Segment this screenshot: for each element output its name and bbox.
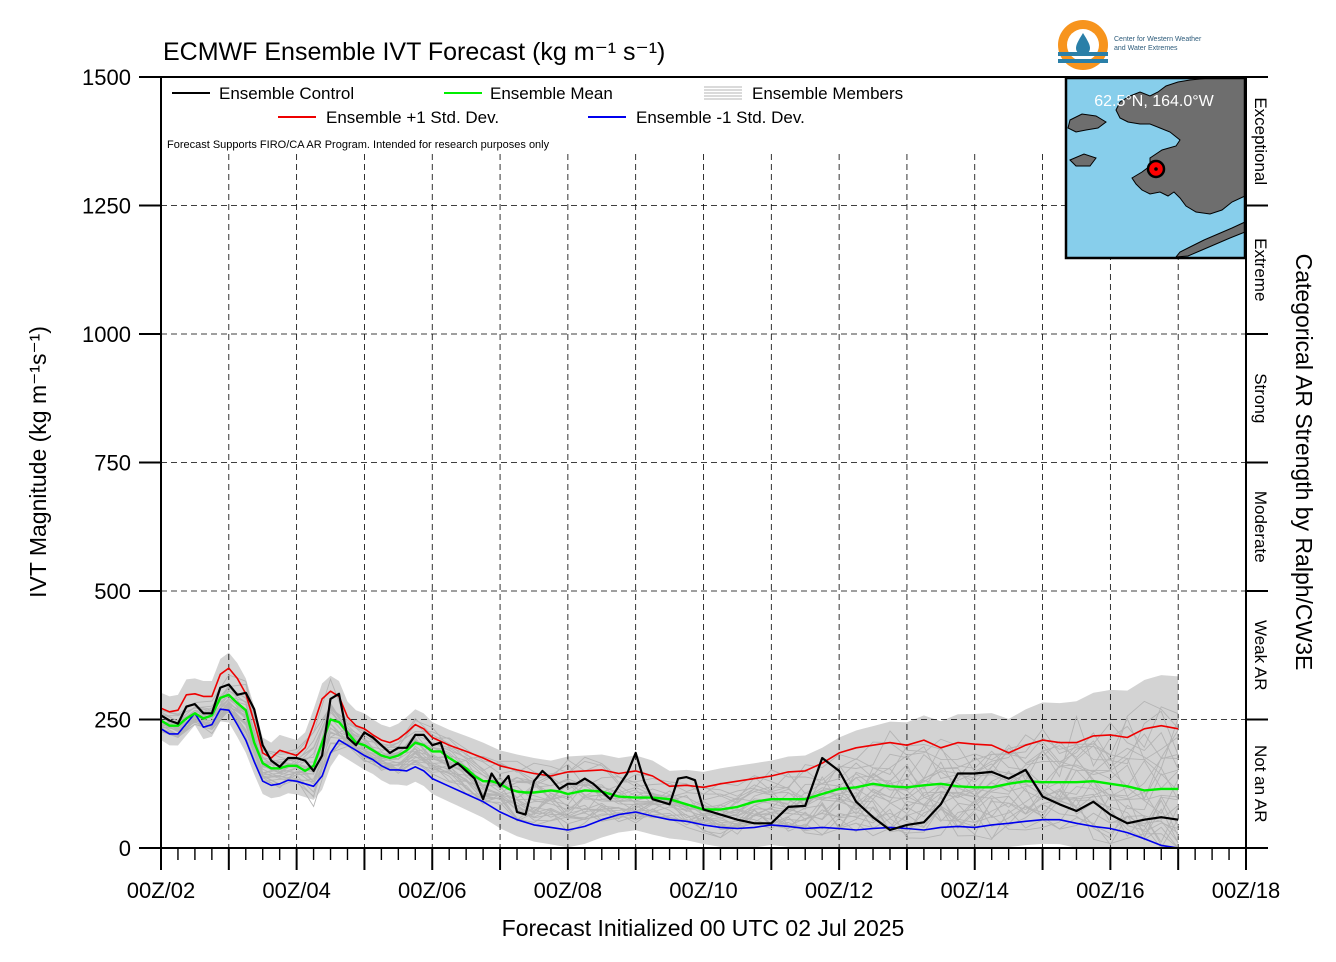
y-tick-label-1500: 1500 bbox=[82, 65, 131, 90]
legend-label-minus-sd: Ensemble -1 Std. Dev. bbox=[636, 108, 805, 127]
logo-wave-2 bbox=[1058, 59, 1108, 63]
x-tick-label-0: 00Z/02 bbox=[127, 878, 196, 903]
series-lines bbox=[160, 667, 1179, 849]
logo-text-line-2: and Water Extremes bbox=[1114, 45, 1178, 52]
member-line-24 bbox=[160, 703, 1179, 827]
map-land bbox=[1115, 77, 1246, 215]
y-tick-label-750: 750 bbox=[94, 451, 131, 476]
ar-category-0: Not an AR bbox=[1251, 745, 1270, 823]
disclaimer-note: Forecast Supports FIRO/CA AR Program. In… bbox=[167, 139, 550, 151]
x-tick-label-7: 00Z/16 bbox=[1076, 878, 1145, 903]
x-tick-label-5: 00Z/12 bbox=[805, 878, 874, 903]
gridlines bbox=[161, 154, 1246, 848]
ar-category-labels: Not an AR Weak AR Moderate Strong Extreme Exc… bbox=[1251, 97, 1270, 822]
legend-label-plus-sd: Ensemble +1 Std. Dev. bbox=[326, 108, 499, 127]
ar-category-3: Strong bbox=[1251, 373, 1270, 423]
y-tick-label-500: 500 bbox=[94, 579, 131, 604]
chart-title: ECMWF Ensemble IVT Forecast (kg m⁻¹ s⁻¹) bbox=[163, 38, 665, 66]
location-marker-center bbox=[1154, 167, 1158, 171]
member-line-17 bbox=[160, 674, 1179, 797]
x-tick-label-6: 00Z/14 bbox=[941, 878, 1010, 903]
map-peninsula bbox=[1067, 113, 1107, 133]
y-tick-label-250: 250 bbox=[94, 708, 131, 733]
right-axis-label: Categorical AR Strength by Ralph/CW3E bbox=[1291, 254, 1317, 671]
member-line-10 bbox=[160, 707, 1179, 843]
legend-label-control: Ensemble Control bbox=[219, 84, 354, 103]
member-line-22 bbox=[160, 708, 1179, 844]
water-drop-icon bbox=[1076, 33, 1090, 55]
ar-category-1: Weak AR bbox=[1251, 620, 1270, 691]
x-tick-label-8: 00Z/18 bbox=[1212, 878, 1281, 903]
x-tick-label-2: 00Z/06 bbox=[398, 878, 467, 903]
x-axis-label: Forecast Initialized 00 UTC 02 Jul 2025 bbox=[502, 915, 905, 941]
ensemble-spread-band bbox=[161, 652, 1179, 848]
member-line-19 bbox=[160, 706, 1179, 821]
y-axis-label: IVT Magnitude (kg m⁻¹s⁻¹) bbox=[25, 326, 51, 598]
map-island bbox=[1069, 153, 1097, 167]
y-tick-labels: 0 250 500 750 1000 1250 1500 bbox=[82, 65, 131, 861]
y-tick-label-1000: 1000 bbox=[82, 322, 131, 347]
x-tick-label-1: 00Z/04 bbox=[262, 878, 331, 903]
x-tick-label-3: 00Z/08 bbox=[534, 878, 603, 903]
location-label: 62.5°N, 164.0°W bbox=[1094, 93, 1214, 110]
ar-category-4: Extreme bbox=[1251, 238, 1270, 301]
control-line bbox=[160, 683, 1179, 832]
logo-text-line-1: Center for Western Weather bbox=[1114, 36, 1202, 43]
location-inset-map: 62.5°N, 164.0°W bbox=[1064, 76, 1247, 260]
x-tick-labels: 00Z/02 00Z/04 00Z/06 00Z/08 00Z/10 00Z/12 00Z/… bbox=[127, 878, 1281, 903]
mean-line bbox=[160, 693, 1179, 811]
ar-category-5: Exceptional bbox=[1251, 97, 1270, 185]
legend-label-mean: Ensemble Mean bbox=[490, 84, 613, 103]
axis-ticks bbox=[139, 76, 1268, 870]
legend: Ensemble Control Ensemble Mean Ensemble … bbox=[172, 84, 903, 127]
cw3e-logo: Center for Western Weather and Water Ext… bbox=[1058, 20, 1202, 70]
legend-swatch-members bbox=[704, 86, 742, 100]
legend-label-members: Ensemble Members bbox=[752, 84, 903, 103]
x-tick-label-4: 00Z/10 bbox=[669, 878, 738, 903]
minus-sd-line bbox=[160, 708, 1179, 849]
y-tick-label-0: 0 bbox=[119, 836, 131, 861]
ar-category-2: Moderate bbox=[1251, 491, 1270, 563]
y-tick-label-1250: 1250 bbox=[82, 194, 131, 219]
map-frame bbox=[1064, 76, 1247, 260]
